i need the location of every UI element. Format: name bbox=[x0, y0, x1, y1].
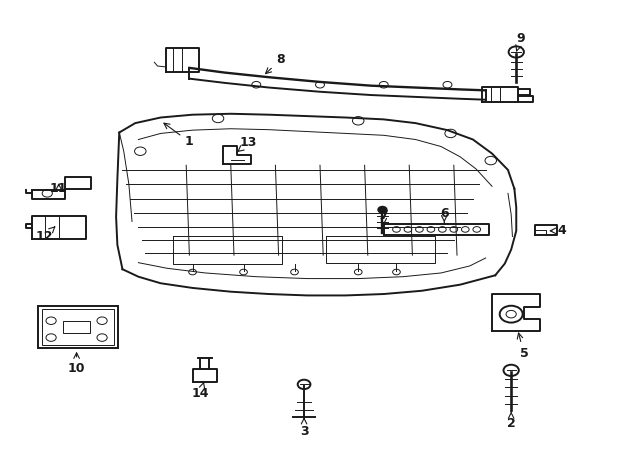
Text: 5: 5 bbox=[517, 333, 528, 360]
Bar bbox=[38, 306, 118, 348]
Text: 4: 4 bbox=[550, 224, 566, 237]
Text: 13: 13 bbox=[237, 136, 257, 152]
Text: 3: 3 bbox=[300, 418, 308, 438]
Text: 10: 10 bbox=[68, 353, 85, 375]
Text: 1: 1 bbox=[164, 123, 194, 148]
Text: 14: 14 bbox=[191, 382, 209, 400]
Text: 11: 11 bbox=[50, 182, 67, 195]
Text: 12: 12 bbox=[36, 227, 55, 243]
Text: 2: 2 bbox=[507, 412, 516, 430]
Text: 7: 7 bbox=[380, 209, 388, 225]
Bar bbox=[63, 321, 90, 333]
Circle shape bbox=[378, 206, 387, 213]
Text: 8: 8 bbox=[266, 53, 285, 73]
Bar bbox=[42, 309, 114, 345]
Text: 9: 9 bbox=[516, 32, 525, 51]
Text: 6: 6 bbox=[440, 206, 449, 222]
